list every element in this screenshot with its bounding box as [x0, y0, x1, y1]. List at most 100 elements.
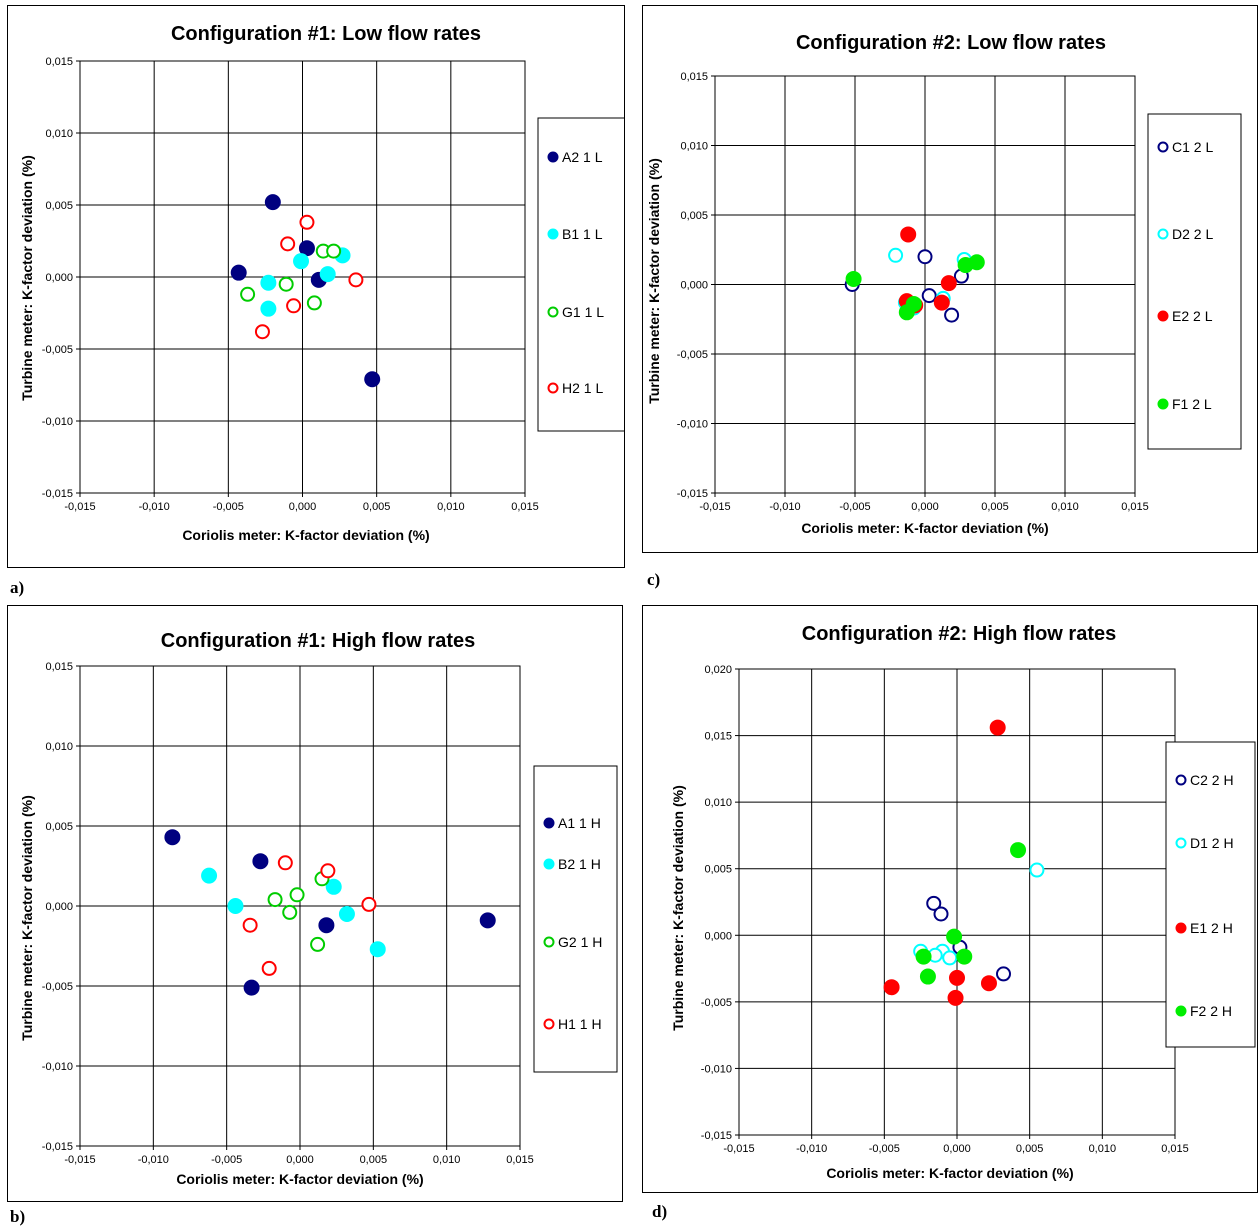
- legend-marker: [547, 382, 559, 394]
- data-point: [1029, 862, 1045, 878]
- x-tick-label: 0,015: [1121, 501, 1149, 513]
- data-point: [942, 950, 958, 966]
- data-point: [293, 253, 310, 270]
- data-point: [968, 254, 985, 271]
- legend-box: [1165, 741, 1256, 1048]
- y-tick-label: 0,005: [45, 821, 73, 833]
- data-point: [242, 917, 258, 933]
- data-point: [306, 295, 322, 311]
- data-point: [996, 966, 1012, 982]
- data-point: [900, 226, 917, 243]
- data-point: [956, 948, 973, 965]
- legend-box: [1147, 113, 1242, 450]
- x-tick-label: 0,005: [981, 501, 1009, 513]
- x-tick-label: -0,010: [796, 1143, 827, 1155]
- chart-title: Configuration #2: Low flow rates: [796, 32, 1106, 54]
- data-point: [320, 863, 336, 879]
- y-tick-label: 0,010: [704, 797, 732, 809]
- data-point: [919, 968, 936, 985]
- data-point: [319, 266, 336, 283]
- x-tick-label: -0,010: [139, 501, 170, 513]
- y-tick-label: -0,015: [42, 1141, 73, 1153]
- data-point: [933, 906, 949, 922]
- legend-marker: [543, 858, 555, 870]
- data-point: [261, 960, 277, 976]
- legend-marker: [1157, 398, 1169, 410]
- y-axis-label: Turbine meter: K-factor deviation (%): [670, 785, 686, 1031]
- data-point: [318, 917, 335, 934]
- x-tick-label: 0,005: [1016, 1143, 1044, 1155]
- y-tick-label: 0,010: [680, 141, 708, 153]
- data-point: [921, 288, 937, 304]
- legend-entry-label: B2 1 H: [558, 856, 601, 872]
- legend-entry-label: A2 1 L: [562, 149, 603, 165]
- x-tick-label: 0,005: [363, 501, 391, 513]
- legend-marker: [1175, 922, 1187, 934]
- chart-panel-config2-low: Configuration #2: Low flow rates -0,015 -0…: [642, 5, 1258, 553]
- data-point: [905, 295, 922, 312]
- data-point: [278, 276, 294, 292]
- legend-entry-label: E1 2 H: [1190, 920, 1233, 936]
- legend-box: [537, 117, 624, 432]
- data-point: [286, 298, 302, 314]
- data-point: [243, 979, 260, 996]
- x-tick-label: 0,010: [433, 1154, 461, 1166]
- y-tick-label: -0,010: [42, 416, 73, 428]
- x-tick-label: -0,015: [723, 1143, 754, 1155]
- data-point: [926, 895, 942, 911]
- data-point: [361, 896, 377, 912]
- legend-marker: [1157, 141, 1169, 153]
- y-tick-label: 0,010: [45, 741, 73, 753]
- data-point: [280, 236, 296, 252]
- y-tick-label: 0,015: [45, 661, 73, 673]
- legend-marker: [547, 228, 559, 240]
- y-tick-label: -0,015: [42, 488, 73, 500]
- x-tick-label: -0,005: [213, 501, 244, 513]
- panel-label-a: a): [10, 578, 25, 597]
- y-tick-label: 0,005: [680, 210, 708, 222]
- y-tick-label: -0,015: [677, 488, 708, 500]
- legend-entry-label: F1 2 L: [1172, 396, 1212, 412]
- x-tick-label: -0,015: [699, 501, 730, 513]
- y-tick-label: -0,005: [42, 981, 73, 993]
- y-tick-label: -0,005: [42, 344, 73, 356]
- data-point: [933, 294, 950, 311]
- legend-marker: [1157, 228, 1169, 240]
- panel-label-b: b): [10, 1207, 26, 1226]
- data-point: [338, 906, 355, 922]
- data-point: [264, 194, 281, 211]
- y-tick-label: 0,000: [680, 280, 708, 292]
- scatter-chart-svg: Configuration #1: High flow rates-0,015-…: [19, 630, 618, 1187]
- x-tick-label: 0,010: [1089, 1143, 1117, 1155]
- x-tick-label: 0,010: [437, 501, 465, 513]
- y-axis-label: Turbine meter: K-factor deviation (%): [19, 155, 35, 401]
- data-point: [917, 249, 933, 265]
- data-point: [277, 855, 293, 871]
- y-tick-label: -0,010: [42, 1061, 73, 1073]
- y-tick-label: 0,000: [45, 901, 73, 913]
- scatter-chart-svg: Configuration #1: Low flow rates-0,015 -0…: [19, 23, 624, 543]
- chart-title: Configuration #2: High flow rates: [802, 623, 1116, 645]
- legend-marker: [1157, 310, 1169, 322]
- y-tick-label: -0,005: [701, 997, 732, 1009]
- y-tick-label: 0,005: [704, 864, 732, 876]
- legend-marker: [1175, 1005, 1187, 1017]
- data-point: [254, 324, 270, 340]
- y-tick-label: 0,000: [45, 272, 73, 284]
- y-tick-label: 0,000: [704, 930, 732, 942]
- data-point: [240, 286, 256, 302]
- x-tick-label: 0,000: [286, 1154, 314, 1166]
- data-point: [289, 887, 305, 903]
- legend-entry-label: F2 2 H: [1190, 1003, 1232, 1019]
- data-point: [298, 240, 315, 257]
- y-axis-label: Turbine meter: K-factor deviation (%): [646, 158, 662, 404]
- data-point: [227, 898, 244, 914]
- y-tick-label: -0,015: [701, 1130, 732, 1142]
- data-point: [883, 979, 900, 996]
- data-point: [888, 247, 904, 263]
- chart-panel-config2-high: Configuration #2: High flow rates -0,015-…: [642, 605, 1258, 1193]
- legend-marker: [543, 1018, 555, 1030]
- y-tick-label: 0,015: [680, 71, 708, 83]
- x-axis-label: Coriolis meter: K-factor deviation (%): [801, 520, 1048, 536]
- x-tick-label: 0,015: [1161, 1143, 1189, 1155]
